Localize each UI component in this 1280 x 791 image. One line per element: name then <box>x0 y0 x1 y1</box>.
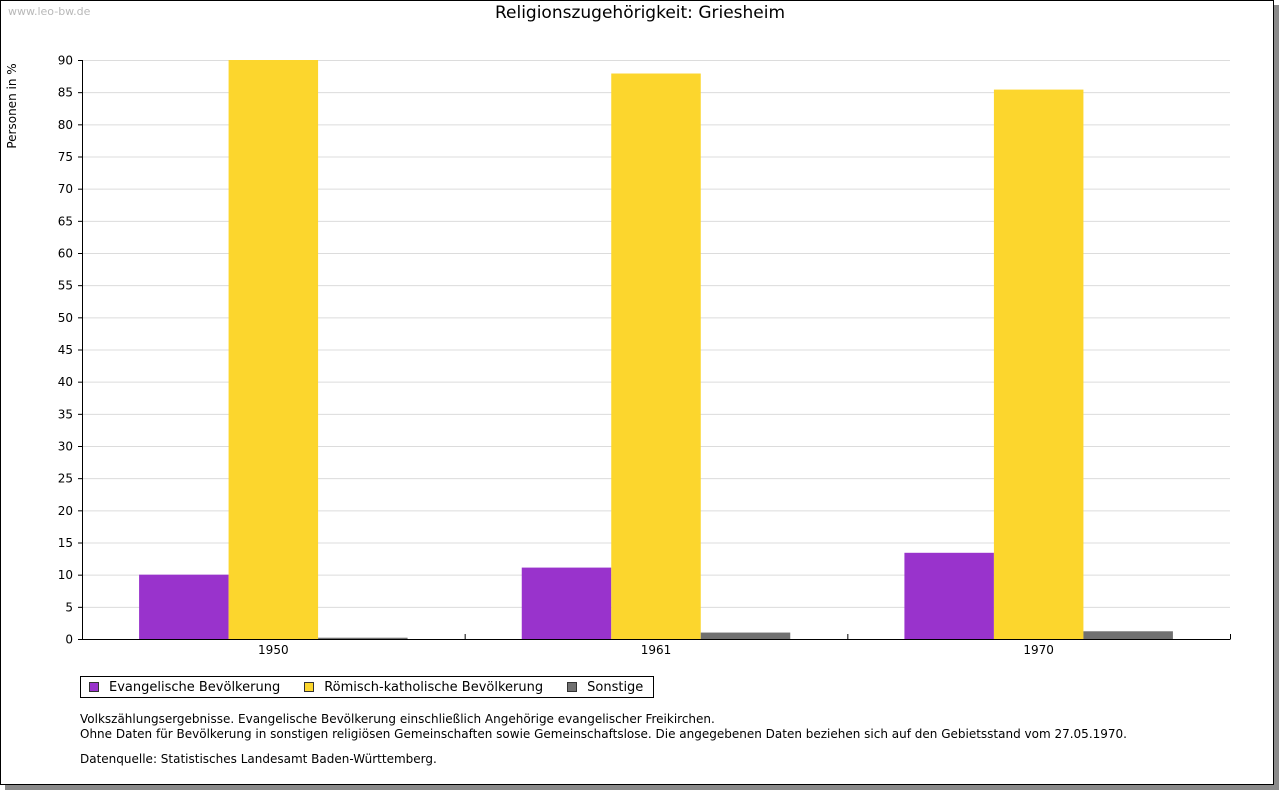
legend-item-katholisch: Römisch-katholische Bevölkerung <box>304 680 543 695</box>
watermark-text: www.leo-bw.de <box>8 5 91 18</box>
note-line-2: Ohne Daten für Bevölkerung in sonstigen … <box>80 727 1127 741</box>
y-tick-label: 0 <box>65 633 73 647</box>
bar-1970-1 <box>904 552 994 639</box>
y-tick-label: 70 <box>58 182 73 196</box>
y-tick-label: 75 <box>58 150 73 164</box>
x-tick-labels: 1950 1961 1970 <box>258 643 1054 657</box>
bar-1970-3 <box>1083 631 1173 639</box>
bar-1950-3 <box>318 637 408 639</box>
y-tick-label: 35 <box>58 407 73 421</box>
bar-1961-3 <box>700 632 791 639</box>
y-axis-label: Personen in % <box>5 63 19 148</box>
chart-title: Religionszugehörigkeit: Griesheim <box>494 3 786 23</box>
y-tick-label: 60 <box>58 247 73 261</box>
legend-swatch-sonstige <box>567 682 578 692</box>
y-tick-label: 15 <box>58 536 73 550</box>
y-tick-label: 90 <box>58 54 73 68</box>
y-tick-label: 55 <box>58 279 73 293</box>
note-line-1: Volkszählungsergebnisse. Evangelische Be… <box>80 712 715 726</box>
bar-chart: 0 5 10 15 20 25 30 35 40 45 50 55 60 65 70 75 80 85 90 195… <box>5 54 1231 657</box>
legend-item-evangelisch: Evangelische Bevölkerung <box>89 680 280 695</box>
y-tick-label: 65 <box>58 214 73 228</box>
y-tick-label: 30 <box>58 440 73 454</box>
y-tick-label: 80 <box>58 118 73 132</box>
x-tick-label: 1961 <box>641 643 672 657</box>
bar-1950-2 <box>228 60 319 639</box>
y-tick-label: 25 <box>58 472 73 486</box>
legend: Evangelische Bevölkerung Römisch-katholi… <box>80 676 655 698</box>
bar-1950-1 <box>139 574 229 639</box>
y-tick-label: 10 <box>58 568 73 582</box>
legend-label-sonstige: Sonstige <box>587 679 644 695</box>
data-source: Datenquelle: Statistisches Landesamt Bad… <box>80 752 437 766</box>
legend-label-katholisch: Römisch-katholische Bevölkerung <box>324 679 544 695</box>
x-tick-label: 1970 <box>1023 643 1054 657</box>
y-tick-label: 40 <box>58 375 73 389</box>
y-tick-label: 20 <box>58 504 73 518</box>
y-tick-label: 5 <box>65 600 73 614</box>
bar-1961-2 <box>611 73 701 639</box>
y-tick-labels: 0 5 10 15 20 25 30 35 40 45 50 55 60 65 70 75 80 85 90 <box>58 54 73 647</box>
legend-item-sonstige: Sonstige <box>567 680 643 695</box>
x-tick-label: 1950 <box>258 643 289 657</box>
legend-swatch-katholisch <box>304 682 315 692</box>
bars <box>139 60 1173 640</box>
legend-label-evangelisch: Evangelische Bevölkerung <box>109 679 281 695</box>
chart-notes: Volkszählungsergebnisse. Evangelische Be… <box>80 712 1127 742</box>
axes <box>78 60 1231 640</box>
y-tick-label: 85 <box>58 86 73 100</box>
y-tick-label: 50 <box>58 311 73 325</box>
legend-swatch-evangelisch <box>89 682 99 692</box>
y-tick-label: 45 <box>58 343 73 357</box>
bar-1970-2 <box>993 89 1084 640</box>
bar-1961-1 <box>521 567 612 639</box>
